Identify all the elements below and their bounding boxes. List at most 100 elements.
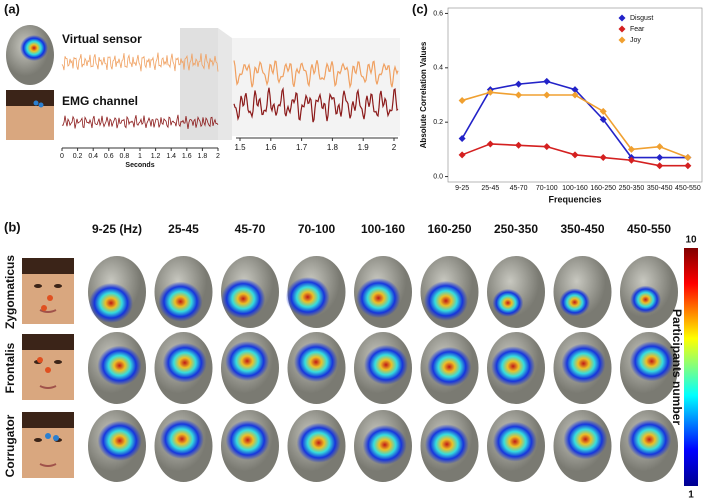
column-header: 350-450 (560, 222, 604, 236)
point (656, 162, 664, 170)
heat-blob (293, 342, 338, 383)
heat-blob (627, 419, 672, 460)
hair (22, 258, 74, 274)
panel-a: (a) Virtual sensor EMG channel 0 0.2 0.4 0.… (4, 1, 400, 169)
electrode (45, 433, 51, 439)
eye (34, 438, 42, 442)
heat-blob (97, 345, 142, 386)
eye (54, 360, 62, 364)
electrode (33, 100, 39, 106)
y-tick-label: 0.0 (433, 173, 443, 180)
eye (54, 284, 62, 288)
heat-blob (559, 288, 591, 317)
mouth (39, 463, 57, 467)
x-tick-label: 1.4 (166, 153, 176, 160)
point (571, 86, 579, 94)
point (486, 88, 494, 96)
heat-blob (97, 420, 142, 461)
waveform (61, 52, 219, 72)
x-axis-label: Frequencies (548, 194, 601, 204)
heat-blob (561, 343, 606, 384)
point (684, 162, 692, 170)
x-tick-label: 1.2 (151, 153, 161, 160)
heat-blob (363, 344, 408, 385)
colorbar (684, 248, 698, 486)
point (543, 77, 551, 85)
heat-blob (225, 420, 270, 461)
point (458, 96, 466, 104)
heat-blob (492, 288, 524, 317)
heat-blob (158, 281, 203, 322)
x-tick-label: 1.8 (198, 153, 208, 160)
heat-blob (159, 419, 204, 460)
heat-blob (630, 285, 661, 314)
electrode (38, 102, 44, 108)
y-axis-label: Absolute Correlation Values (419, 41, 428, 148)
point (515, 91, 523, 99)
zoom-connector (218, 28, 232, 140)
hair (22, 412, 74, 428)
point (515, 141, 523, 149)
point (627, 156, 635, 164)
x-tick-label: 1.7 (296, 143, 308, 152)
electrode (53, 435, 59, 441)
point (486, 140, 494, 148)
x-tick-label: 70-100 (536, 185, 558, 192)
x-tick-label: 0.4 (88, 153, 98, 160)
heat-blob (423, 280, 468, 321)
x-tick-label: 450-550 (675, 185, 701, 192)
waveform (61, 114, 219, 130)
heat-blob (89, 283, 133, 323)
x-tick-label: 45-70 (510, 185, 528, 192)
y-tick-label: 0.6 (433, 10, 443, 17)
heat-blob (427, 346, 472, 387)
electrode (41, 305, 47, 311)
x-tick-label: 1 (138, 153, 142, 160)
y-tick-label: 0.4 (433, 65, 443, 72)
legend-marker (618, 14, 626, 22)
column-header: 25-45 (168, 222, 199, 236)
x-tick-label: 1.5 (234, 143, 246, 152)
legend-label: Joy (630, 37, 641, 44)
x-tick-label: 25-45 (481, 185, 499, 192)
column-header: 9-25 (Hz) (92, 222, 142, 236)
heat-blob (491, 346, 536, 387)
zoom-window (180, 28, 218, 140)
point (599, 107, 607, 115)
point (599, 115, 607, 123)
electrode (45, 367, 51, 373)
point (543, 91, 551, 99)
column-header: 250-350 (494, 222, 538, 236)
legend-label: Fear (630, 26, 645, 33)
panel-label: (b) (4, 219, 21, 234)
point (458, 135, 466, 142)
point (515, 80, 523, 88)
x-tick-label: 0.2 (73, 153, 83, 160)
heat-blob (225, 341, 270, 382)
mouth (39, 309, 57, 313)
panel-label: (a) (4, 1, 20, 16)
point (656, 143, 664, 151)
heat-blob (362, 424, 407, 465)
x-tick-label: 250-350 (619, 185, 645, 192)
heat-blob (162, 342, 207, 383)
legend-label: Disgust (630, 15, 653, 22)
legend-marker (618, 25, 626, 33)
colorbar-tick-label: 10 (685, 235, 697, 246)
electrode (37, 357, 43, 363)
heat-blob (492, 421, 537, 462)
heat-blob (296, 422, 341, 463)
hair (6, 90, 54, 106)
heat-blob (424, 424, 469, 465)
signal-label: EMG channel (62, 94, 138, 108)
point (684, 154, 692, 162)
row-label: Corrugator (3, 414, 17, 477)
panel-b: (b) 9-25 (Hz) 25-45 45-70 70-100 100-160 160-2… (3, 219, 698, 501)
x-tick-label: 2 (392, 143, 397, 152)
waveform (233, 86, 399, 123)
x-tick-label: 160-250 (590, 185, 616, 192)
electrode (47, 295, 53, 301)
row-label: Frontalis (3, 342, 17, 393)
panel-label: (c) (412, 1, 428, 16)
